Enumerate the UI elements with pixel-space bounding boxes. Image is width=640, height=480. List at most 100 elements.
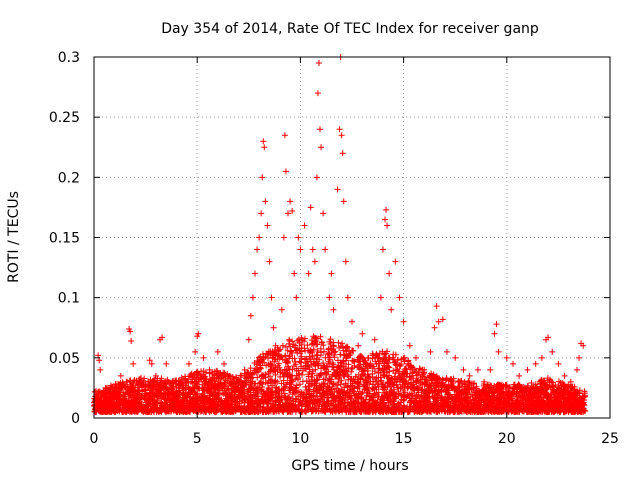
data-point [279, 342, 286, 349]
data-point [288, 348, 295, 355]
data-point [364, 408, 371, 415]
data-point [403, 373, 410, 380]
data-point [138, 375, 145, 382]
data-point [436, 375, 443, 382]
data-point [347, 382, 354, 389]
data-point [272, 371, 279, 378]
data-point [295, 376, 302, 383]
data-point [464, 395, 471, 402]
data-point [326, 379, 333, 386]
data-point [407, 397, 414, 404]
data-point [434, 399, 441, 406]
data-point [432, 396, 439, 403]
data-point [220, 374, 227, 381]
data-point [380, 371, 387, 378]
data-point [517, 388, 524, 395]
data-point [268, 405, 275, 412]
data-point [321, 364, 328, 371]
data-point [418, 387, 425, 394]
data-point [258, 358, 265, 365]
data-point [333, 369, 340, 376]
data-point [191, 371, 198, 378]
data-point [275, 388, 282, 395]
data-point [337, 351, 344, 358]
data-point [397, 376, 404, 383]
data-point [128, 401, 135, 408]
data-point [330, 351, 337, 358]
data-point [274, 378, 281, 385]
data-point [489, 388, 496, 395]
data-point [330, 393, 337, 400]
data-point [281, 390, 288, 397]
data-point [253, 369, 260, 376]
data-point [473, 385, 480, 392]
data-point [282, 404, 289, 411]
data-point [224, 385, 231, 392]
data-point [164, 395, 171, 402]
data-point [552, 395, 559, 402]
data-point [419, 376, 426, 383]
data-point [330, 364, 337, 371]
data-point [338, 364, 345, 371]
data-point [332, 348, 339, 355]
data-point [254, 387, 261, 394]
data-point [435, 386, 442, 393]
data-point [544, 395, 551, 402]
data-point [327, 406, 334, 413]
data-point [199, 381, 206, 388]
data-point [279, 356, 286, 363]
data-point [324, 383, 331, 390]
data-point [385, 363, 392, 370]
data-point [530, 393, 537, 400]
data-point [319, 407, 326, 414]
data-point [366, 400, 373, 407]
data-point [566, 396, 573, 403]
data-point [227, 373, 234, 380]
data-point [111, 396, 118, 403]
data-point [258, 373, 265, 380]
data-point [282, 344, 289, 351]
data-point [301, 335, 308, 342]
data-point [344, 371, 351, 378]
data-point [271, 367, 278, 374]
data-point [382, 357, 389, 364]
data-point [312, 380, 319, 387]
data-point [438, 379, 445, 386]
data-point [191, 395, 198, 402]
data-point [484, 381, 491, 388]
data-point [424, 398, 431, 405]
data-point [441, 398, 448, 405]
data-point [289, 376, 296, 383]
data-point [567, 386, 574, 393]
data-point [169, 400, 176, 407]
data-point [291, 355, 298, 362]
data-point [106, 397, 113, 404]
data-point [372, 384, 379, 391]
data-point [322, 354, 329, 361]
data-point [334, 370, 341, 377]
data-point [302, 347, 309, 354]
data-point [398, 408, 405, 415]
data-point [544, 407, 551, 414]
data-point [518, 406, 525, 413]
data-point [443, 388, 450, 395]
data-point [176, 400, 183, 407]
data-point [386, 380, 393, 387]
data-point [117, 385, 124, 392]
data-point [286, 337, 293, 344]
data-point [538, 405, 545, 412]
data-point [557, 393, 564, 400]
data-point [398, 375, 405, 382]
data-point [426, 407, 433, 414]
data-point [444, 384, 451, 391]
data-point [174, 408, 181, 415]
data-point [351, 378, 358, 385]
data-point [456, 391, 463, 398]
data-point [479, 406, 486, 413]
data-point [208, 390, 215, 397]
data-point [431, 401, 438, 408]
data-point [398, 356, 405, 363]
data-point [267, 360, 274, 367]
data-point [293, 406, 300, 413]
data-point [283, 395, 290, 402]
